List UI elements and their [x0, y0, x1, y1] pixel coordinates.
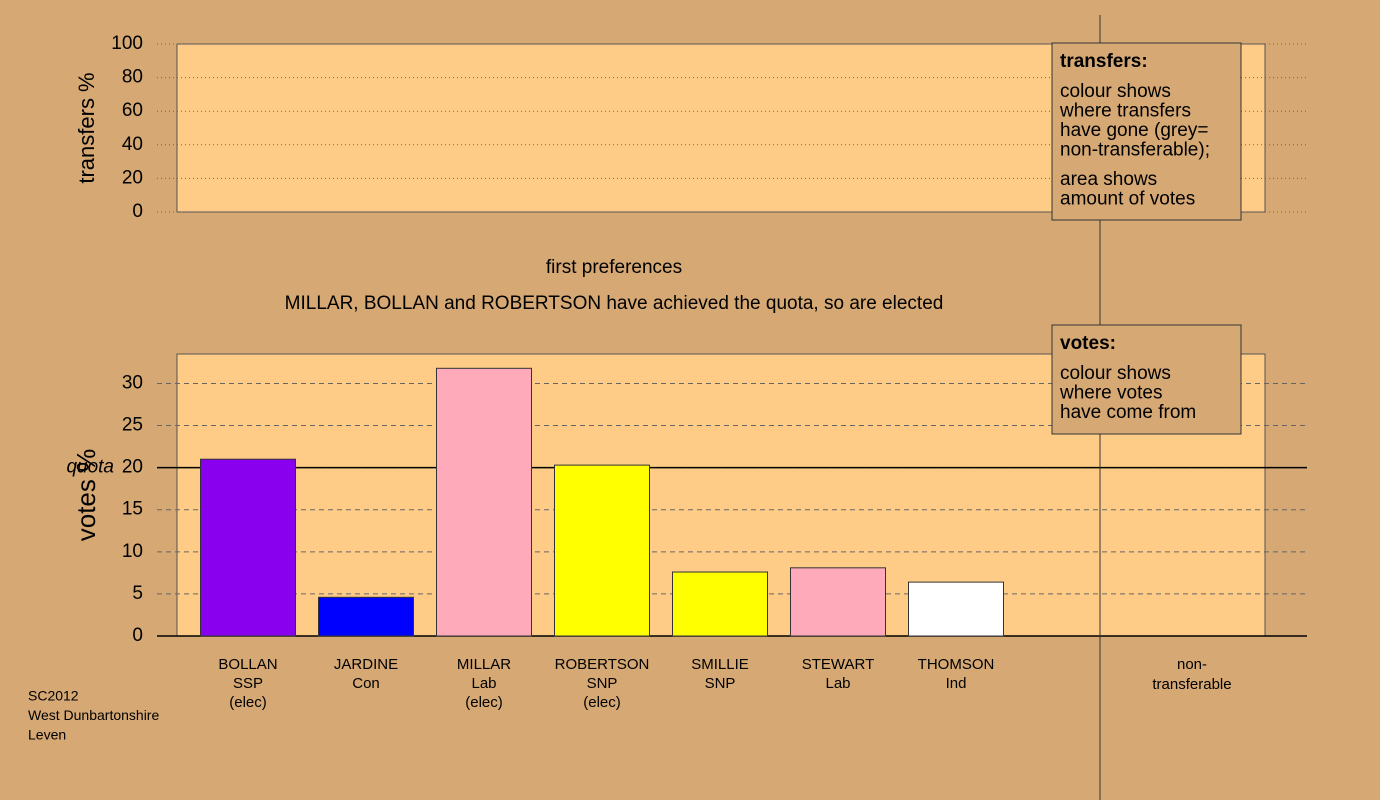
legend-text: amount of votes — [1060, 189, 1195, 210]
legend-text: have gone (grey= — [1060, 120, 1208, 141]
bar — [554, 464, 650, 637]
y-tick-label: 10 — [122, 541, 143, 562]
y-tick-label: 0 — [132, 625, 143, 646]
x-tick-label: (elec) — [229, 694, 267, 711]
y-axis-label: votes % — [71, 449, 101, 542]
y-tick-label: 60 — [122, 100, 143, 121]
x-tick-label: non- — [1177, 656, 1207, 673]
y-tick-label: 25 — [122, 415, 143, 436]
y-tick-label: 0 — [132, 201, 143, 222]
chart-title: first preferences — [546, 257, 682, 278]
y-tick-label: 20 — [122, 457, 143, 478]
y-tick-label: 15 — [122, 499, 143, 520]
legend-text: area shows — [1060, 169, 1157, 190]
x-tick-label: SMILLIE — [691, 656, 749, 673]
x-tick-label: SNP — [705, 675, 736, 692]
quota-label: quota — [66, 457, 114, 478]
x-tick-label: Lab — [825, 675, 850, 692]
legend-text: have come from — [1060, 402, 1196, 423]
x-tick-label: Con — [352, 675, 380, 692]
x-tick-label: SSP — [233, 675, 263, 692]
y-tick-label: 100 — [111, 33, 143, 54]
x-tick-label: BOLLAN — [218, 656, 277, 673]
x-tick-label: MILLAR — [457, 656, 511, 673]
legend-text: colour shows — [1060, 81, 1171, 102]
legend-text: where transfers — [1059, 101, 1191, 122]
legend-box — [1051, 42, 1242, 221]
chart-subtitle: MILLAR, BOLLAN and ROBERTSON have achiev… — [285, 293, 944, 314]
x-tick-label: transferable — [1152, 676, 1231, 693]
bar — [790, 567, 886, 637]
bar — [436, 367, 532, 637]
bar — [908, 581, 1004, 637]
x-tick-label: (elec) — [583, 694, 621, 711]
bar — [318, 596, 414, 637]
y-tick-label: 20 — [122, 167, 143, 188]
bar — [200, 458, 296, 637]
footer-text: Leven — [28, 727, 66, 743]
y-axis-label: transfers % — [74, 72, 99, 183]
x-tick-label: ROBERTSON — [555, 656, 650, 673]
x-tick-label: Lab — [471, 675, 496, 692]
x-tick-label: STEWART — [802, 656, 875, 673]
legend-text: colour shows — [1060, 363, 1171, 384]
x-tick-label: (elec) — [465, 694, 503, 711]
y-tick-label: 80 — [122, 67, 143, 88]
footer-text: West Dunbartonshire — [28, 707, 159, 723]
x-tick-label: SNP — [587, 675, 618, 692]
legend-text: non-transferable); — [1060, 140, 1210, 161]
x-tick-label: THOMSON — [918, 656, 995, 673]
legend-title: votes: — [1060, 333, 1116, 354]
legend-text: where votes — [1059, 383, 1162, 404]
bar — [672, 571, 768, 637]
x-tick-label: Ind — [946, 675, 967, 692]
y-tick-label: 5 — [132, 583, 143, 604]
y-tick-label: 40 — [122, 134, 143, 155]
footer-text: SC2012 — [28, 688, 79, 704]
legend-box — [1051, 324, 1242, 435]
y-tick-label: 30 — [122, 372, 143, 393]
legend-title: transfers: — [1060, 51, 1148, 72]
x-tick-label: JARDINE — [334, 656, 398, 673]
